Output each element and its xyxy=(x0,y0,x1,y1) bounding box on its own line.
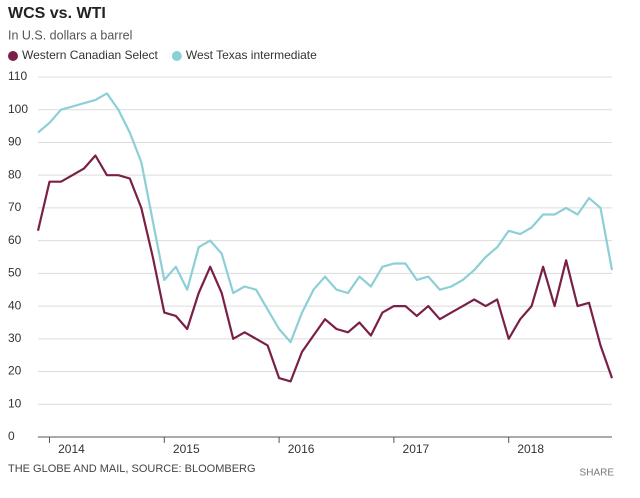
x-tick-label: 2015 xyxy=(173,442,200,456)
y-tick-label: 110 xyxy=(8,69,27,83)
x-tick-label: 2017 xyxy=(403,442,430,456)
source: THE GLOBE AND MAIL, SOURCE: BLOOMBERG xyxy=(8,463,256,475)
legend-marker xyxy=(171,51,182,61)
chart-subtitle: In U.S. dollars a barrel xyxy=(8,28,132,42)
y-tick-label: 0 xyxy=(8,429,15,443)
y-tick-label: 70 xyxy=(8,200,22,214)
share-button[interactable]: SHARE xyxy=(580,468,615,479)
y-tick-label: 100 xyxy=(8,102,28,116)
y-tick-label: 50 xyxy=(8,266,22,280)
series-line xyxy=(37,92,614,344)
legend-label: West Texas intermediate xyxy=(186,48,317,62)
y-tick-label: 80 xyxy=(8,167,22,181)
y-tick-label: 40 xyxy=(8,298,22,312)
y-tick-label: 30 xyxy=(8,331,22,345)
chart-title: WCS vs. WTI xyxy=(8,5,106,22)
y-tick-label: 90 xyxy=(8,135,22,149)
legend-label: Western Canadian Select xyxy=(22,48,159,62)
x-tick-label: 2014 xyxy=(58,442,85,456)
y-tick-label: 60 xyxy=(8,233,22,247)
series-line xyxy=(36,154,614,383)
y-tick-label: 20 xyxy=(8,364,22,378)
legend-marker xyxy=(8,51,18,61)
x-tick-label: 2018 xyxy=(517,442,544,456)
y-tick-label: 10 xyxy=(8,396,22,410)
x-tick-label: 2016 xyxy=(288,442,315,456)
